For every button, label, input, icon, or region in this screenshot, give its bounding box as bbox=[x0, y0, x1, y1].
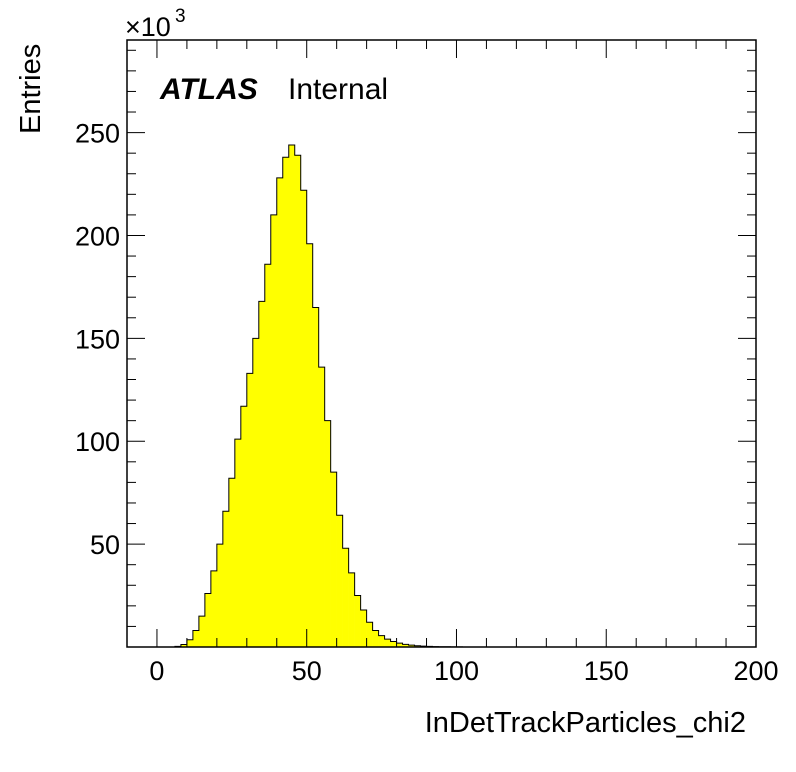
histogram-bin bbox=[186, 639, 194, 647]
histogram-bin bbox=[198, 616, 206, 647]
histogram-bin bbox=[246, 373, 254, 647]
histogram-bin bbox=[390, 641, 397, 647]
x-axis-title: InDetTrackParticles_chi2 bbox=[425, 707, 746, 739]
x-tick-label: 50 bbox=[292, 656, 322, 686]
histogram-bin bbox=[258, 301, 266, 647]
histogram-bin bbox=[240, 406, 248, 647]
y-tick-label: 100 bbox=[75, 427, 120, 457]
histogram-bin bbox=[180, 644, 188, 647]
histogram-bin bbox=[276, 177, 284, 647]
histogram-bin bbox=[216, 544, 224, 647]
histogram-bin bbox=[402, 644, 409, 647]
x-tick-label: 100 bbox=[434, 656, 479, 686]
y-axis-title: Entries bbox=[15, 44, 47, 134]
histogram-bin bbox=[342, 548, 349, 647]
histogram-bin bbox=[312, 307, 319, 647]
histogram-bars bbox=[156, 144, 463, 648]
y-tick-label: 250 bbox=[75, 119, 120, 149]
histogram-bin bbox=[384, 639, 391, 647]
histogram-bin bbox=[330, 472, 337, 647]
y-tick-label: 150 bbox=[75, 324, 120, 354]
atlas-label: ATLAS bbox=[159, 73, 258, 106]
histogram-bin bbox=[264, 264, 272, 647]
histogram-bin bbox=[288, 144, 296, 648]
internal-label: Internal bbox=[288, 73, 388, 106]
x-tick-label: 0 bbox=[149, 656, 164, 686]
histogram-bin bbox=[396, 643, 403, 647]
histogram-bin bbox=[222, 511, 230, 647]
histogram-bin bbox=[372, 630, 379, 647]
axis-ticks bbox=[127, 40, 757, 647]
histogram-bin bbox=[354, 595, 361, 647]
histogram-bin bbox=[408, 645, 415, 647]
x-tick-label: 200 bbox=[733, 656, 778, 686]
y-tick-label: 200 bbox=[75, 221, 120, 251]
histogram-bin bbox=[228, 478, 236, 647]
histogram-bin bbox=[378, 635, 385, 647]
histogram-bin bbox=[252, 338, 260, 647]
histogram-bin bbox=[306, 243, 314, 647]
y-multiplier: ×10 bbox=[125, 12, 171, 42]
y-multiplier-exponent: 3 bbox=[175, 6, 186, 27]
histogram-bin bbox=[324, 420, 331, 647]
histogram-bin bbox=[234, 439, 242, 647]
histogram-bin bbox=[360, 609, 367, 647]
plot-frame bbox=[126, 39, 757, 648]
histogram-bin bbox=[294, 155, 302, 647]
histogram-bin bbox=[336, 515, 343, 647]
histogram-bin bbox=[210, 570, 218, 647]
histogram-bin bbox=[366, 622, 373, 647]
histogram-bin bbox=[300, 190, 308, 647]
histogram-bin bbox=[318, 367, 325, 647]
histogram-outline bbox=[156, 144, 463, 648]
axis-tick-labels: 0 50 100 150 200 50 100 150 200 250 bbox=[75, 119, 779, 686]
histogram-bin bbox=[348, 572, 355, 647]
x-tick-label: 150 bbox=[584, 656, 629, 686]
histogram-bin bbox=[282, 157, 290, 648]
histogram-bin bbox=[270, 214, 278, 647]
histogram-bin bbox=[192, 630, 200, 647]
histogram-bin bbox=[204, 593, 212, 647]
y-tick-label: 50 bbox=[90, 530, 120, 560]
